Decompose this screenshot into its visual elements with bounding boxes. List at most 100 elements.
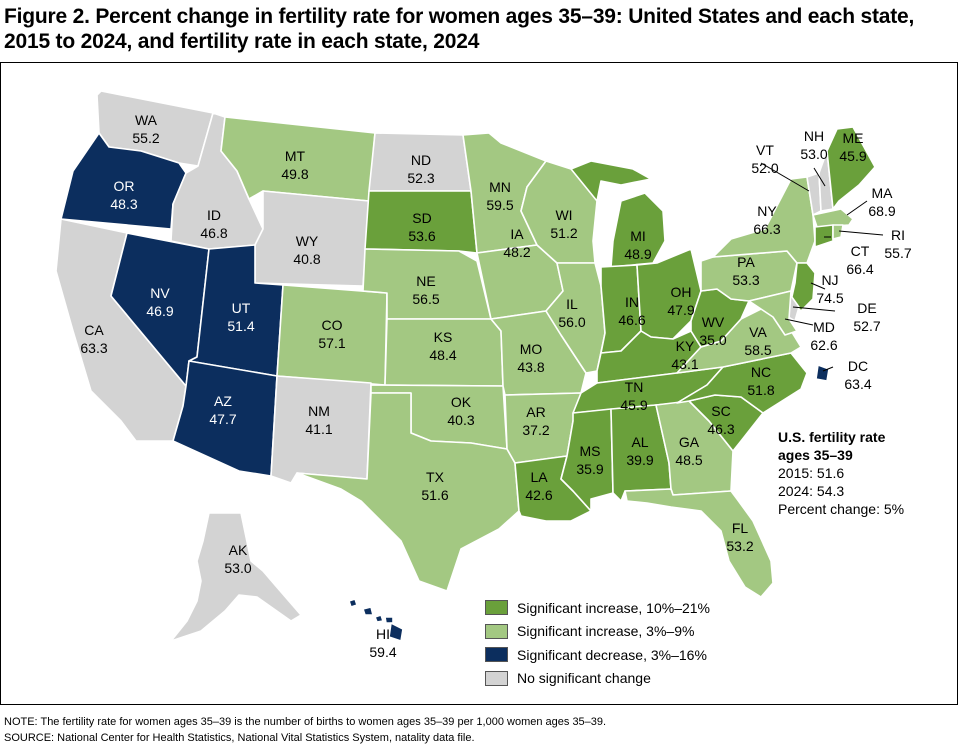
state-label-ut: UT bbox=[232, 300, 251, 316]
state-rate-md: 62.6 bbox=[810, 337, 837, 353]
state-FL[interactable] bbox=[624, 488, 774, 598]
state-rate-id: 46.8 bbox=[200, 225, 227, 241]
state-labels: WA 55.2 OR 48.3 ID 46.8 CA 63.3 NV 46.9 MT 49.… bbox=[80, 112, 911, 660]
state-label-ok: OK bbox=[451, 394, 472, 410]
state-rate-wv: 35.0 bbox=[699, 332, 726, 348]
state-rate-il: 56.0 bbox=[558, 314, 585, 330]
state-rate-ky: 43.1 bbox=[671, 356, 698, 372]
legend-item: Significant increase, 3%–9% bbox=[485, 620, 710, 644]
state-rate-nj: 74.5 bbox=[816, 290, 843, 306]
state-label-hi: HI bbox=[376, 626, 390, 642]
state-DC[interactable] bbox=[815, 364, 830, 382]
state-label-in: IN bbox=[625, 294, 639, 310]
state-label-nh: NH bbox=[804, 128, 824, 144]
state-label-ms: MS bbox=[580, 443, 601, 459]
legend-item: Significant decrease, 3%–16% bbox=[485, 643, 710, 667]
state-rate-mn: 59.5 bbox=[486, 197, 513, 213]
state-label-wa: WA bbox=[135, 112, 158, 128]
us-summary-change: Percent change: 5% bbox=[778, 501, 905, 517]
state-label-pa: PA bbox=[737, 254, 755, 270]
state-label-ca: CA bbox=[84, 322, 104, 338]
map-frame: WA 55.2 OR 48.3 ID 46.8 CA 63.3 NV 46.9 MT 49.… bbox=[0, 62, 958, 705]
state-rate-mi: 48.9 bbox=[624, 246, 651, 262]
us-map: WA 55.2 OR 48.3 ID 46.8 CA 63.3 NV 46.9 MT 49.… bbox=[55, 90, 912, 660]
state-NJ[interactable] bbox=[790, 262, 816, 312]
state-MI[interactable] bbox=[570, 160, 666, 268]
state-rate-wa: 55.2 bbox=[132, 130, 159, 146]
state-rate-ar: 37.2 bbox=[522, 422, 549, 438]
state-label-ny: NY bbox=[757, 203, 777, 219]
state-label-ar: AR bbox=[526, 404, 545, 420]
legend-label: Significant increase, 3%–9% bbox=[517, 623, 695, 640]
legend-swatch bbox=[485, 647, 508, 663]
state-rate-nc: 51.8 bbox=[747, 382, 774, 398]
us-summary-heading-2: ages 35–39 bbox=[778, 447, 853, 463]
state-label-ct: CT bbox=[851, 243, 870, 259]
legend-label: Significant increase, 10%–21% bbox=[517, 599, 711, 616]
state-rate-mt: 49.8 bbox=[281, 166, 308, 182]
state-label-md: MD bbox=[813, 319, 835, 335]
state-rate-ca: 63.3 bbox=[80, 340, 107, 356]
state-NY[interactable] bbox=[712, 176, 816, 264]
state-label-mi: MI bbox=[630, 228, 646, 244]
state-label-me: ME bbox=[843, 130, 864, 146]
state-label-sd: SD bbox=[412, 210, 431, 226]
figure-title: Figure 2. Percent change in fertility ra… bbox=[4, 5, 915, 53]
state-rate-tn: 45.9 bbox=[620, 397, 647, 413]
state-label-dc: DC bbox=[848, 358, 868, 374]
state-label-nm: NM bbox=[308, 403, 330, 419]
state-label-mo: MO bbox=[520, 341, 543, 357]
state-label-nc: NC bbox=[751, 364, 771, 380]
footnote-source: SOURCE: National Center for Health Stati… bbox=[4, 732, 475, 744]
state-label-wy: WY bbox=[296, 233, 319, 249]
state-label-ky: KY bbox=[676, 338, 695, 354]
legend-label: Significant decrease, 3%–16% bbox=[517, 646, 707, 663]
state-label-az: AZ bbox=[214, 393, 232, 409]
state-rate-vt: 52.0 bbox=[751, 160, 778, 176]
us-summary-heading-1: U.S. fertility rate bbox=[778, 429, 886, 445]
state-label-il: IL bbox=[566, 296, 578, 312]
map-legend: Significant increase, 10%–21% Significan… bbox=[485, 596, 710, 690]
state-label-ri: RI bbox=[891, 227, 905, 243]
state-label-ne: NE bbox=[416, 273, 435, 289]
footnote-note: NOTE: The fertility rate for women ages … bbox=[4, 716, 607, 728]
state-RI[interactable] bbox=[832, 224, 844, 240]
state-MA[interactable] bbox=[812, 208, 854, 228]
state-label-fl: FL bbox=[732, 520, 749, 536]
state-rate-tx: 51.6 bbox=[421, 487, 448, 503]
state-rate-ga: 48.5 bbox=[675, 452, 702, 468]
state-label-nv: NV bbox=[150, 285, 170, 301]
state-label-ks: KS bbox=[434, 329, 453, 345]
state-AK[interactable] bbox=[170, 512, 302, 642]
state-label-mt: MT bbox=[285, 148, 306, 164]
state-TX[interactable] bbox=[296, 392, 520, 592]
state-HI[interactable] bbox=[348, 598, 404, 642]
state-rate-ct: 66.4 bbox=[846, 261, 873, 277]
state-rate-mo: 43.8 bbox=[517, 359, 544, 375]
state-label-tn: TN bbox=[625, 379, 644, 395]
state-ME[interactable] bbox=[826, 126, 876, 210]
state-MD[interactable] bbox=[748, 290, 798, 336]
state-rate-az: 47.7 bbox=[209, 411, 236, 427]
state-rate-in: 46.6 bbox=[618, 312, 645, 328]
state-WI[interactable] bbox=[520, 160, 598, 264]
state-label-la: LA bbox=[530, 469, 548, 485]
state-NC[interactable] bbox=[676, 352, 808, 414]
state-rate-ut: 51.4 bbox=[227, 318, 254, 334]
state-rate-dc: 63.4 bbox=[844, 376, 871, 392]
state-rate-ma: 68.9 bbox=[868, 203, 895, 219]
state-rate-wi: 51.2 bbox=[550, 225, 577, 241]
state-IL[interactable] bbox=[545, 262, 606, 374]
state-rate-nv: 46.9 bbox=[146, 303, 173, 319]
us-summary-2024: 2024: 54.3 bbox=[778, 483, 845, 499]
leader-lines bbox=[760, 162, 884, 372]
state-rate-ne: 56.5 bbox=[412, 291, 439, 307]
state-label-nd: ND bbox=[411, 152, 431, 168]
state-rate-la: 42.6 bbox=[525, 487, 552, 503]
state-label-or: OR bbox=[114, 178, 135, 194]
state-CT[interactable] bbox=[814, 224, 834, 248]
legend-label: No significant change bbox=[517, 670, 651, 687]
state-SD[interactable] bbox=[364, 190, 478, 254]
state-label-tx: TX bbox=[426, 469, 445, 485]
state-rate-nm: 41.1 bbox=[305, 421, 332, 437]
